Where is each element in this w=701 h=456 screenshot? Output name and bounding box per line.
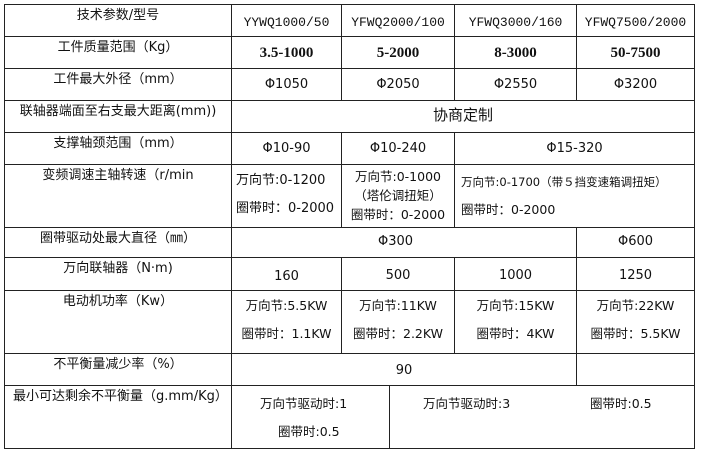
residual-1-line2: 圈带时:0.5 (278, 424, 340, 439)
model-4: YFWQ7500/2000 (576, 4, 695, 37)
diameter-label: 工件最大外径（mm） (4, 68, 232, 101)
mass-4: 50-7500 (576, 36, 695, 69)
reduction-value: 90 (231, 353, 577, 386)
mass-1: 3.5-1000 (231, 36, 342, 69)
coupling-1: 160 (231, 257, 342, 291)
journal-2: Φ10-240 (341, 132, 455, 165)
model-2: YFWQ2000/100 (341, 4, 455, 37)
diameter-2: Φ2050 (341, 68, 455, 101)
residual-label: 最小可达剩余不平衡量（g.mm/Kg） (4, 385, 232, 449)
journal-label: 支撑轴颈范围（mm） (4, 132, 232, 165)
coupling-label: 万向联轴器（N·m) (4, 257, 232, 291)
power-4-line1: 万向节:22KW (596, 298, 675, 313)
coupling-2: 500 (341, 257, 455, 291)
power-2-line2: 圈带时：2.2KW (353, 326, 443, 341)
speed-2-line2: （塔伦调扭矩） (354, 188, 442, 203)
speed-3: 万向节:0-1700（带５挡变速箱调扭矩） 圈带时：0-2000 (454, 164, 695, 228)
mass-3: 8-3000 (454, 36, 577, 69)
speed-1-line1: 万向节:0-1200 (236, 173, 326, 188)
mass-label: 工件质量范围（Kg） (4, 36, 232, 69)
diameter-3: Φ2550 (454, 68, 577, 101)
power-1-line2: 圈带时：1.1KW (241, 326, 332, 341)
power-3: 万向节:15KW 圈带时：4KW (454, 290, 577, 354)
belt-label: 圈带驱动处最大直径（㎜） (4, 227, 232, 258)
residual-2-line2: 圈带时:0.5 (590, 396, 652, 411)
power-3-line1: 万向节:15KW (476, 298, 555, 313)
reduction-empty (576, 353, 695, 386)
distance-value: 协商定制 (231, 100, 695, 133)
speed-3-line1: 万向节:0-1700（带５挡变速箱调扭矩） (461, 175, 667, 189)
distance-label: 联轴器端面至右支最大距离(mm)) (4, 100, 232, 133)
reduction-label: 不平衡量减少率（%） (4, 353, 232, 386)
speed-1: 万向节:0-1200 圈带时：0-2000 (231, 164, 342, 228)
speed-2: 万向节:0-1000 （塔伦调扭矩） 圈带时：0-2000 (341, 164, 455, 228)
power-4: 万向节:22KW 圈带时：5.5KW (576, 290, 695, 354)
model-3: YFWQ3000/160 (454, 4, 577, 37)
power-3-line2: 圈带时：4KW (476, 326, 555, 341)
power-2: 万向节:11KW 圈带时：2.2KW (341, 290, 455, 354)
power-1: 万向节:5.5KW 圈带时：1.1KW (231, 290, 342, 354)
residual-2-line1: 万向节驱动时:3 (423, 396, 511, 411)
header-label: 技术参数/型号 (4, 4, 232, 37)
power-label: 电动机功率（Kw） (4, 290, 232, 354)
diameter-4: Φ3200 (576, 68, 695, 101)
speed-3-line2: 圈带时：0-2000 (461, 202, 556, 217)
residual-1: 万向节驱动时:1 圈带时:0.5 (231, 385, 390, 449)
model-1: YYWQ1000/50 (231, 4, 342, 37)
journal-3: Φ15-320 (454, 132, 695, 165)
power-1-line1: 万向节:5.5KW (245, 298, 328, 313)
coupling-3: 1000 (454, 257, 577, 291)
power-4-line2: 圈带时：5.5KW (590, 326, 681, 341)
residual-2: 万向节驱动时:3 圈带时:0.5 (389, 385, 695, 449)
speed-2-line3: 圈带时：0-2000 (350, 207, 446, 222)
journal-1: Φ10-90 (231, 132, 342, 165)
belt-2: Φ600 (576, 227, 695, 258)
diameter-1: Φ1050 (231, 68, 342, 101)
speed-2-line1: 万向节:0-1000 (355, 169, 441, 184)
belt-1: Φ300 (231, 227, 577, 258)
speed-label: 变频调速主轴转速（r/min (4, 164, 232, 228)
speed-1-line2: 圈带时：0-2000 (236, 201, 335, 216)
power-2-line1: 万向节:11KW (359, 298, 437, 313)
coupling-4: 1250 (576, 257, 695, 291)
residual-1-line1: 万向节驱动时:1 (260, 396, 348, 411)
mass-2: 5-2000 (341, 36, 455, 69)
